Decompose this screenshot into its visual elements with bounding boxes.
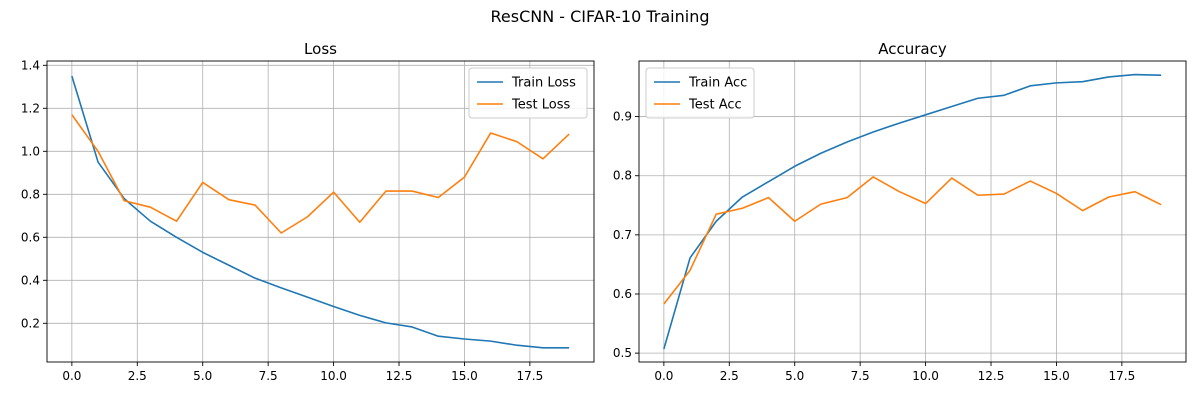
legend-box xyxy=(645,67,755,119)
legend-entry: Train Acc xyxy=(688,76,747,91)
x-tick-label: 12.5 xyxy=(386,369,413,383)
x-tick-label: 7.5 xyxy=(259,369,278,383)
x-tick-label: 7.5 xyxy=(851,369,870,383)
chart-panel-2: 0.0 2.5 5.0 7.5 10.0 12.5 15.0 17.5 0.5 0.6 0.7 0.8… xyxy=(613,40,1187,383)
y-tick-label: 0.6 xyxy=(613,287,632,301)
series-line-test-loss xyxy=(71,114,570,234)
y-tick-label: 0.2 xyxy=(21,316,40,330)
y-tick-label: 0.8 xyxy=(21,187,40,201)
axes-frame xyxy=(638,60,1187,363)
legend-entry: Test Acc xyxy=(688,98,742,113)
x-tick-label: 15.0 xyxy=(451,369,478,383)
figure-title: ResCNN - CIFAR-10 Training xyxy=(490,7,709,26)
x-tick-label: 17.5 xyxy=(1109,369,1136,383)
y-tick-label: 0.9 xyxy=(613,110,632,124)
x-tick-label: 5.0 xyxy=(193,369,212,383)
x-tick-label: 2.5 xyxy=(128,369,147,383)
series-line-train-acc xyxy=(663,73,1162,350)
y-tick-label: 1.2 xyxy=(21,101,40,115)
legend: Train Acc Test Acc xyxy=(645,67,755,119)
y-tick-label: 0.4 xyxy=(21,273,40,287)
axes-frame xyxy=(46,60,595,363)
y-tick-label: 0.7 xyxy=(613,228,632,242)
x-tick-label: 2.5 xyxy=(720,369,739,383)
chart-panel-1: 0.0 2.5 5.0 7.5 10.0 12.5 15.0 17.5 0.2 0.4 0.6 0.8… xyxy=(21,40,595,383)
x-tick-label: 12.5 xyxy=(978,369,1005,383)
x-tick-label: 5.0 xyxy=(785,369,804,383)
x-tick-label: 0.0 xyxy=(654,369,673,383)
legend-box xyxy=(468,67,588,119)
x-tick-label: 10.0 xyxy=(912,369,939,383)
series-line-train-loss xyxy=(71,75,570,349)
y-tick-label: 0.5 xyxy=(613,346,632,360)
x-tick-label: 17.5 xyxy=(517,369,544,383)
y-tick-label: 0.6 xyxy=(21,230,40,244)
legend: Train Loss Test Loss xyxy=(468,67,588,119)
y-tick-label: 1.0 xyxy=(21,144,40,158)
y-tick-label: 1.4 xyxy=(21,58,40,72)
legend-entry: Test Loss xyxy=(511,98,570,113)
series-line-test-acc xyxy=(663,176,1162,305)
chart-title: Accuracy xyxy=(878,40,947,58)
y-tick-label: 0.8 xyxy=(613,169,632,183)
chart-title: Loss xyxy=(304,40,337,58)
x-tick-label: 10.0 xyxy=(320,369,347,383)
x-tick-label: 0.0 xyxy=(62,369,81,383)
legend-entry: Train Loss xyxy=(511,76,576,91)
x-tick-label: 15.0 xyxy=(1043,369,1070,383)
